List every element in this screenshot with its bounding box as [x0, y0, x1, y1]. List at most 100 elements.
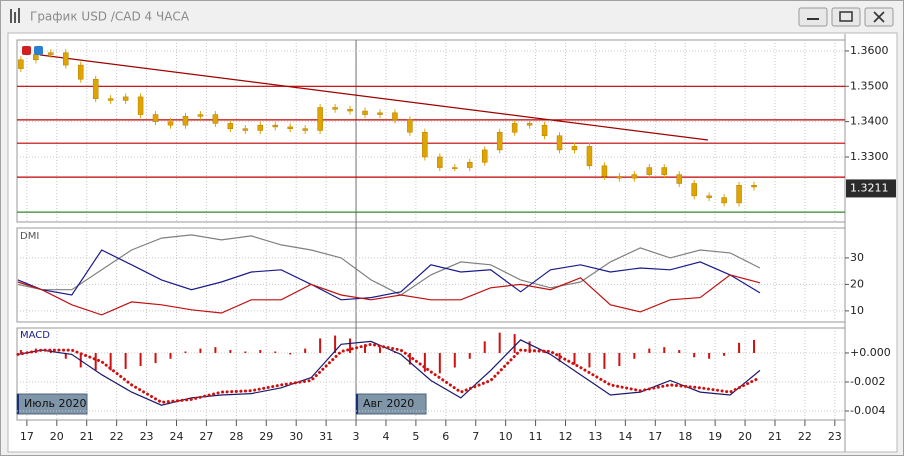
- histogram-bar: [64, 352, 67, 359]
- x-tick-label: 7: [472, 430, 479, 443]
- y-tick-label: 1.3300: [850, 150, 889, 163]
- histogram-bar: [244, 351, 247, 353]
- histogram-bar: [693, 352, 696, 358]
- histogram-bar: [468, 352, 471, 359]
- y-tick-label: 1.3400: [850, 115, 889, 128]
- indicator-line: [17, 234, 761, 296]
- control-red: [22, 46, 31, 55]
- x-tick-label: 20: [50, 430, 64, 443]
- chart-area: [7, 32, 898, 453]
- y-tick-label: -0.002: [850, 375, 885, 388]
- last-price-box: [846, 179, 896, 198]
- candle-body: [422, 131, 428, 158]
- month-label-text: Авг 2020: [363, 397, 414, 410]
- histogram-bar: [633, 352, 636, 359]
- x-tick-label: 19: [708, 430, 722, 443]
- histogram-bar: [199, 348, 202, 353]
- histogram-bar: [229, 350, 232, 353]
- x-tick-label: 27: [199, 430, 213, 443]
- minimize-button[interactable]: [798, 7, 828, 27]
- histogram-bar: [334, 335, 337, 353]
- candle-body: [571, 146, 578, 151]
- x-tick-label: 17: [20, 430, 34, 443]
- candle-body: [437, 156, 443, 168]
- candle-body: [332, 107, 338, 110]
- maximize-button[interactable]: [831, 7, 861, 27]
- x-tick-label: 21: [80, 430, 94, 443]
- candle-body: [137, 96, 144, 115]
- candle-body: [556, 135, 563, 151]
- candle-body: [302, 128, 308, 131]
- histogram-bar: [19, 350, 22, 353]
- chart-controls: [22, 46, 43, 55]
- candle-body: [317, 107, 323, 131]
- candle-body: [197, 114, 204, 117]
- x-tick-label: 22: [110, 430, 124, 443]
- candle-body: [511, 123, 518, 133]
- histogram-bar: [124, 352, 127, 369]
- candle-body: [706, 195, 712, 198]
- histogram-bar: [648, 348, 651, 353]
- candle-body: [242, 128, 249, 131]
- candle-body: [496, 131, 503, 151]
- panel-title: DMI: [20, 231, 39, 242]
- month-label-text: Июль 2020: [24, 397, 87, 410]
- candle-body: [631, 174, 638, 179]
- y-tick-label: 10: [850, 304, 864, 317]
- candle-body: [407, 119, 413, 133]
- histogram-bar: [723, 352, 726, 356]
- candle-body: [107, 98, 114, 101]
- window-icon: [10, 8, 20, 23]
- histogram-bar: [423, 352, 426, 372]
- histogram-bar: [738, 342, 741, 353]
- histogram-bar: [438, 352, 441, 374]
- histogram-bar: [573, 352, 576, 365]
- histogram-bar: [408, 352, 411, 365]
- x-tick-label: 31: [319, 430, 333, 443]
- candle-body: [736, 184, 742, 204]
- y-tick-label: 1.3500: [850, 79, 889, 92]
- candle-body: [227, 123, 234, 129]
- histogram-bar: [289, 352, 292, 355]
- histogram-bar: [184, 351, 187, 353]
- indicator-line: [17, 339, 761, 406]
- x-tick-label: 20: [738, 430, 752, 443]
- histogram-bar: [349, 338, 352, 353]
- histogram-bar: [364, 344, 367, 353]
- candle-body: [691, 183, 697, 197]
- y-tick-label: -0.004: [850, 404, 885, 417]
- histogram-bar: [319, 338, 322, 353]
- histogram-bar: [663, 347, 666, 353]
- histogram-bar: [483, 341, 486, 353]
- candle-body: [586, 146, 593, 167]
- candle-body: [63, 52, 69, 66]
- x-tick-label: 24: [169, 430, 183, 443]
- x-tick-label: 4: [382, 430, 389, 443]
- histogram-bar: [274, 351, 277, 353]
- candle-body: [601, 165, 608, 177]
- control-blue: [34, 46, 43, 55]
- y-tick-label: 30: [850, 251, 864, 264]
- candle-body: [751, 184, 757, 188]
- histogram-bar: [378, 347, 381, 353]
- x-tick-label: 14: [618, 430, 632, 443]
- histogram-bar: [603, 352, 606, 369]
- window-title: График USD /CAD 4 ЧАСА: [30, 10, 190, 24]
- histogram-bar: [109, 352, 112, 371]
- close-button[interactable]: [864, 7, 894, 27]
- candle-body: [721, 197, 727, 204]
- trend-line: [39, 54, 709, 141]
- y-tick-label: +0.000: [850, 346, 891, 359]
- histogram-bar: [214, 347, 217, 353]
- indicator-line: [16, 342, 762, 404]
- histogram-bar: [513, 334, 516, 353]
- candle-body: [92, 78, 99, 99]
- candle-body: [541, 124, 548, 137]
- last-price-label: 1.3211: [850, 181, 889, 194]
- candle-body: [377, 112, 383, 115]
- histogram-bar: [528, 341, 531, 353]
- x-tick-label: 6: [442, 430, 449, 443]
- x-tick-label: 21: [768, 430, 782, 443]
- candle-body: [362, 110, 368, 115]
